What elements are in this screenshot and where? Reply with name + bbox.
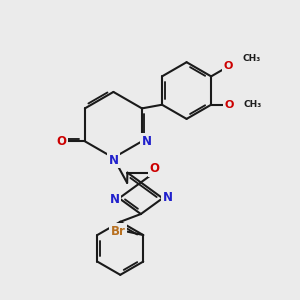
Text: N: N	[142, 135, 152, 148]
Text: O: O	[149, 163, 159, 176]
Text: O: O	[224, 61, 233, 71]
Text: Br: Br	[111, 225, 125, 238]
Text: N: N	[108, 154, 118, 166]
Text: CH₃: CH₃	[242, 54, 260, 63]
Text: O: O	[56, 135, 66, 148]
Text: CH₃: CH₃	[243, 100, 261, 109]
Text: N: N	[110, 193, 119, 206]
Text: N: N	[163, 191, 173, 204]
Text: O: O	[225, 100, 234, 110]
